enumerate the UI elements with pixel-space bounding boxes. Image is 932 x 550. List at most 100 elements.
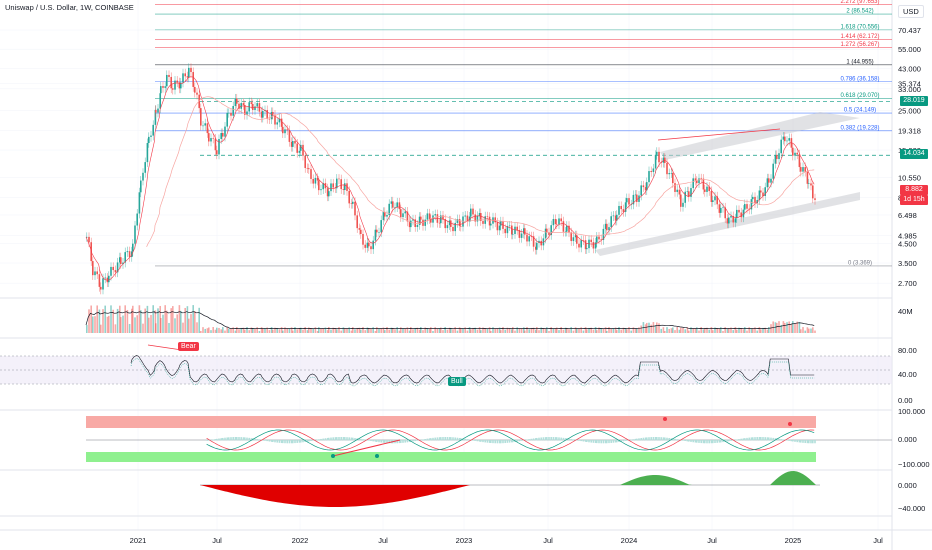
candle [490,223,492,226]
histogram-bar [226,437,228,441]
chart-title: Uniswap / U.S. Dollar, 1W, COINBASE [5,3,134,12]
volume-bar [184,307,186,333]
candle [246,111,248,115]
histogram-bar [274,440,276,443]
histogram-bar [212,439,214,441]
histogram-bar [208,440,210,441]
histogram-bar [658,437,660,441]
candle [454,222,456,232]
candle [298,150,301,153]
candle [244,105,246,115]
candle [726,218,729,224]
histogram-bar [306,440,309,442]
candle [374,229,377,241]
volume-bar [690,327,692,333]
candle [538,240,540,243]
candle [688,191,690,197]
candle [722,207,724,209]
volume-bar [568,329,570,333]
candle [242,103,245,106]
candle [586,248,588,250]
volume-bar [352,327,354,333]
volume-bar [356,327,358,333]
candle [626,198,628,203]
candle [710,191,713,202]
y-tick-label: 6.498 [898,211,917,220]
volume-bar [800,329,802,333]
volume-bar [680,327,682,333]
volume-bar [716,328,718,333]
histogram-bar [814,440,816,444]
candle [320,189,322,191]
volume-bar [236,327,238,333]
volume-bar [128,323,131,333]
candle [658,151,660,163]
volume-bar [270,327,273,333]
candle [240,103,242,109]
volume-bar [500,330,502,333]
histogram-bar [664,437,666,441]
volume-bar [378,328,380,333]
histogram-bar [774,438,777,441]
volume-bar [374,330,377,333]
candle [286,129,288,131]
volume-bar [410,327,412,333]
x-tick-label: 2024 [621,536,638,545]
currency-button[interactable]: USD [898,5,924,18]
current-price-label: 8.882 [900,185,928,195]
histogram-bar [544,437,547,441]
volume-bar [714,327,716,333]
histogram-bar [268,440,271,442]
x-tick-label: Jul [543,536,553,545]
histogram-bar [216,438,218,441]
candle [162,86,164,88]
candle [666,162,668,175]
histogram-bar [404,440,406,443]
candle [736,209,738,219]
candle [134,225,136,244]
candle [340,179,342,190]
histogram-bar [610,440,612,443]
volume-bar [168,322,170,333]
volume-bar [202,327,204,333]
candle [762,192,764,196]
histogram-bar [712,440,714,444]
candle [460,226,462,227]
volume-ma-line [85,311,815,329]
volume-bar [808,328,810,333]
histogram-bar [476,440,479,442]
candle [808,183,810,185]
histogram-bar [754,437,756,441]
histogram-bar [480,440,482,442]
candle [198,94,200,109]
candle [216,150,218,155]
histogram-bar [282,440,284,444]
histogram-bar [546,437,548,441]
candle [396,202,398,208]
histogram-bar [612,440,615,443]
volume-bar [570,327,572,333]
volume-bar [376,327,378,333]
candle [535,246,537,250]
volume-bar [106,316,109,333]
rsi-line [130,355,815,384]
candle [366,242,369,248]
volume-bar [718,328,721,333]
histogram-bar [568,438,570,441]
volume-bar [812,327,814,333]
volume-bar [656,322,658,333]
histogram-bar [322,438,324,441]
candle [400,209,402,218]
volume-bar [468,327,471,333]
candle [180,82,182,89]
candle [132,243,134,252]
candle [794,152,796,156]
histogram-bar [324,438,327,441]
volume-bar [228,328,230,333]
volume-bar [112,309,114,333]
candle [174,80,176,90]
candle [784,136,786,142]
fib-label: 0.786 (36.158) [840,76,879,82]
fib-label: 0.382 (19.228) [840,125,879,131]
volume-bar [310,328,312,333]
